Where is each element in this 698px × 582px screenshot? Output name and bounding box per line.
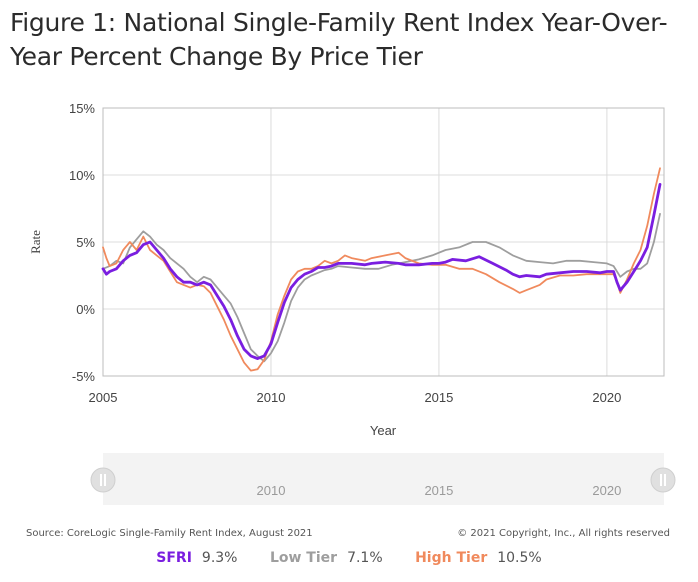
navigator-left-handle[interactable] <box>90 467 116 493</box>
y-axis-label: Rate <box>28 230 43 254</box>
pause-bars-icon <box>100 474 106 486</box>
legend-item-sfri[interactable]: SFRI 9.3% <box>156 550 237 566</box>
legend-item-high-tier[interactable]: High Tier 10.5% <box>415 550 542 566</box>
axis-tick-labels: -5% 0% 5% 10% 15% 2005 2010 2015 2020 <box>69 101 621 405</box>
chart-gridlines <box>103 108 664 376</box>
line-chart: -5%0%5%10%15%2005 2010 2015 2020 Year Rate … <box>28 101 676 505</box>
legend-name: SFRI <box>156 550 192 566</box>
chart-legend: SFRI 9.3% Low Tier 7.1% High Tier 10.5% <box>0 550 698 566</box>
y-tick-label: 10% <box>69 168 95 183</box>
y-tick-label: 5% <box>76 235 95 250</box>
legend-item-low-tier[interactable]: Low Tier 7.1% <box>270 550 383 566</box>
y-tick-label: 15% <box>69 101 95 116</box>
navigator-year-label: 2015 <box>424 483 453 498</box>
legend-value: 9.3% <box>201 550 238 566</box>
navigator-year-label: 2010 <box>257 483 286 498</box>
navigator-year-label: 2020 <box>592 483 621 498</box>
y-tick-label: -5% <box>72 369 96 384</box>
navigator-year-labels: 2010 2015 2020 <box>257 483 622 498</box>
legend-value: 7.1% <box>347 550 383 566</box>
page-title: Figure 1: National Single-Family Rent In… <box>10 8 668 71</box>
pause-bars-icon <box>660 474 666 486</box>
range-navigator[interactable]: 2010 2015 2020 <box>90 453 676 505</box>
copyright-note: © 2021 Copyright, Inc., All rights reser… <box>457 528 670 539</box>
y-tick-label: 0% <box>76 302 95 317</box>
series-line-sfri[interactable] <box>101 183 662 360</box>
series-line-low-tier[interactable] <box>102 213 661 363</box>
navigator-track[interactable] <box>103 453 664 505</box>
legend-name: High Tier <box>415 550 488 566</box>
chart-series <box>101 167 662 372</box>
x-axis-label: Year <box>370 423 397 438</box>
legend-name: Low Tier <box>269 550 338 566</box>
navigator-right-handle[interactable] <box>650 467 676 493</box>
x-tick-label: 2010 <box>257 390 286 405</box>
source-note: Source: CoreLogic Single-Family Rent Ind… <box>26 528 313 539</box>
plot-area-border <box>102 107 665 377</box>
x-tick-label: 2020 <box>592 390 621 405</box>
series-line-high-tier[interactable] <box>102 167 661 372</box>
legend-value: 10.5% <box>497 550 542 566</box>
x-tick-label: 2005 <box>89 390 118 405</box>
x-tick-label: 2015 <box>424 390 453 405</box>
